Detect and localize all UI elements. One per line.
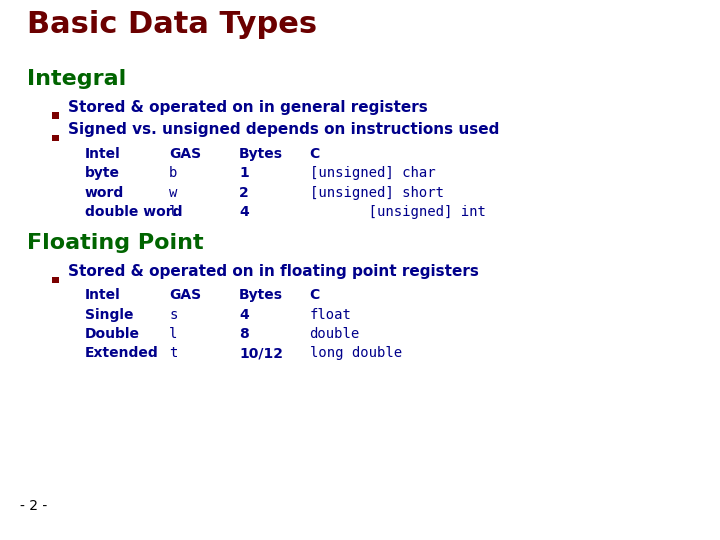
Bar xyxy=(52,135,59,141)
Text: s: s xyxy=(169,308,178,322)
Text: Bytes: Bytes xyxy=(239,288,283,302)
Text: Intel: Intel xyxy=(85,147,121,161)
Text: double word: double word xyxy=(85,205,182,219)
Text: b: b xyxy=(169,166,178,180)
Bar xyxy=(52,276,59,283)
Text: w: w xyxy=(169,186,178,200)
Text: double: double xyxy=(310,327,360,341)
Text: byte: byte xyxy=(85,166,120,180)
Text: - 2 -: - 2 - xyxy=(20,500,48,514)
Text: Integral: Integral xyxy=(27,69,127,89)
Text: 8: 8 xyxy=(239,327,249,341)
Text: C: C xyxy=(310,288,320,302)
Text: Basic Data Types: Basic Data Types xyxy=(27,10,318,39)
Text: t: t xyxy=(169,347,178,361)
Text: [unsigned] short: [unsigned] short xyxy=(310,186,444,200)
Text: float: float xyxy=(310,308,351,322)
Text: 4: 4 xyxy=(239,205,249,219)
Text: Signed vs. unsigned depends on instructions used: Signed vs. unsigned depends on instructi… xyxy=(68,123,500,138)
Text: word: word xyxy=(85,186,125,200)
Text: Intel: Intel xyxy=(85,288,121,302)
Text: 2: 2 xyxy=(239,186,249,200)
Text: Stored & operated on in floating point registers: Stored & operated on in floating point r… xyxy=(68,264,480,279)
Text: 4: 4 xyxy=(239,308,249,322)
Text: l: l xyxy=(169,205,178,219)
Text: 1: 1 xyxy=(239,166,249,180)
Text: l: l xyxy=(169,327,178,341)
Text: C: C xyxy=(310,147,320,161)
Text: long double: long double xyxy=(310,347,402,361)
Text: [unsigned] char: [unsigned] char xyxy=(310,166,435,180)
Text: 10/12: 10/12 xyxy=(239,347,283,361)
Text: Floating Point: Floating Point xyxy=(27,233,204,253)
Text: Double: Double xyxy=(85,327,140,341)
Text: Stored & operated on in general registers: Stored & operated on in general register… xyxy=(68,100,428,115)
Text: GAS: GAS xyxy=(169,288,202,302)
Bar xyxy=(52,112,59,119)
Text: Extended: Extended xyxy=(85,347,158,361)
Text: GAS: GAS xyxy=(169,147,202,161)
Text: [unsigned] int: [unsigned] int xyxy=(310,205,485,219)
Text: Single: Single xyxy=(85,308,133,322)
Text: Bytes: Bytes xyxy=(239,147,283,161)
